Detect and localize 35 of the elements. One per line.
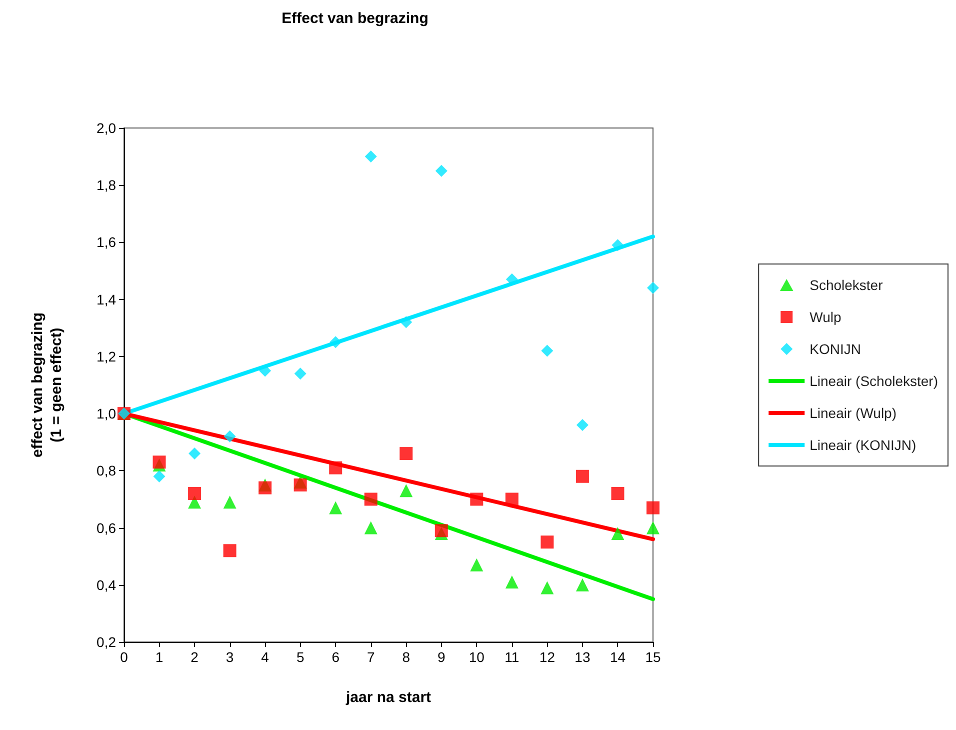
x-tick-label: 9 xyxy=(438,649,446,665)
x-tick-label: 1 xyxy=(155,649,164,665)
x-tick-label: 3 xyxy=(226,649,234,665)
y-tick-label: 0,6 xyxy=(96,520,116,536)
x-tick-label: 12 xyxy=(539,649,556,665)
x-tick-label: 14 xyxy=(610,649,626,665)
x-tick-label: 6 xyxy=(332,649,340,665)
legend-label: Lineair (Scholekster) xyxy=(810,373,938,389)
x-tick-label: 2 xyxy=(190,649,199,665)
chart-title: Effect van begrazing xyxy=(282,10,428,27)
x-tick-label: 5 xyxy=(296,649,304,665)
legend-label: Wulp xyxy=(810,309,842,325)
legend-label: Scholekster xyxy=(810,277,884,293)
x-tick-label: 10 xyxy=(468,649,485,665)
legend-label: Lineair (Wulp) xyxy=(810,405,897,421)
y-tick-label: 1,8 xyxy=(96,177,116,194)
x-tick-label: 8 xyxy=(402,649,410,665)
y-tick-label: 1,6 xyxy=(96,234,116,250)
x-tick-label: 0 xyxy=(120,649,128,665)
x-tick-label: 11 xyxy=(504,649,520,665)
y-tick-label: 0,2 xyxy=(96,634,116,650)
x-tick-label: 4 xyxy=(261,649,270,665)
legend-label: Lineair (KONIJN) xyxy=(810,437,916,453)
y-tick-label: 1,0 xyxy=(96,406,116,422)
x-tick-label: 15 xyxy=(645,649,661,665)
y-tick-label: 1,4 xyxy=(96,291,116,308)
x-tick-label: 13 xyxy=(574,649,590,665)
x-tick-label: 7 xyxy=(366,649,375,665)
y-axis-title: effect van begrazing (1 = geen effect) xyxy=(29,312,65,458)
y-tick-label: 1,2 xyxy=(96,348,116,364)
y-tick-label: 0,8 xyxy=(96,462,116,479)
y-tick-label: 2,0 xyxy=(96,120,116,136)
x-axis-title: jaar na start xyxy=(344,689,432,706)
y-tick-label: 0,4 xyxy=(96,576,116,593)
legend-label: KONIJN xyxy=(810,341,861,357)
